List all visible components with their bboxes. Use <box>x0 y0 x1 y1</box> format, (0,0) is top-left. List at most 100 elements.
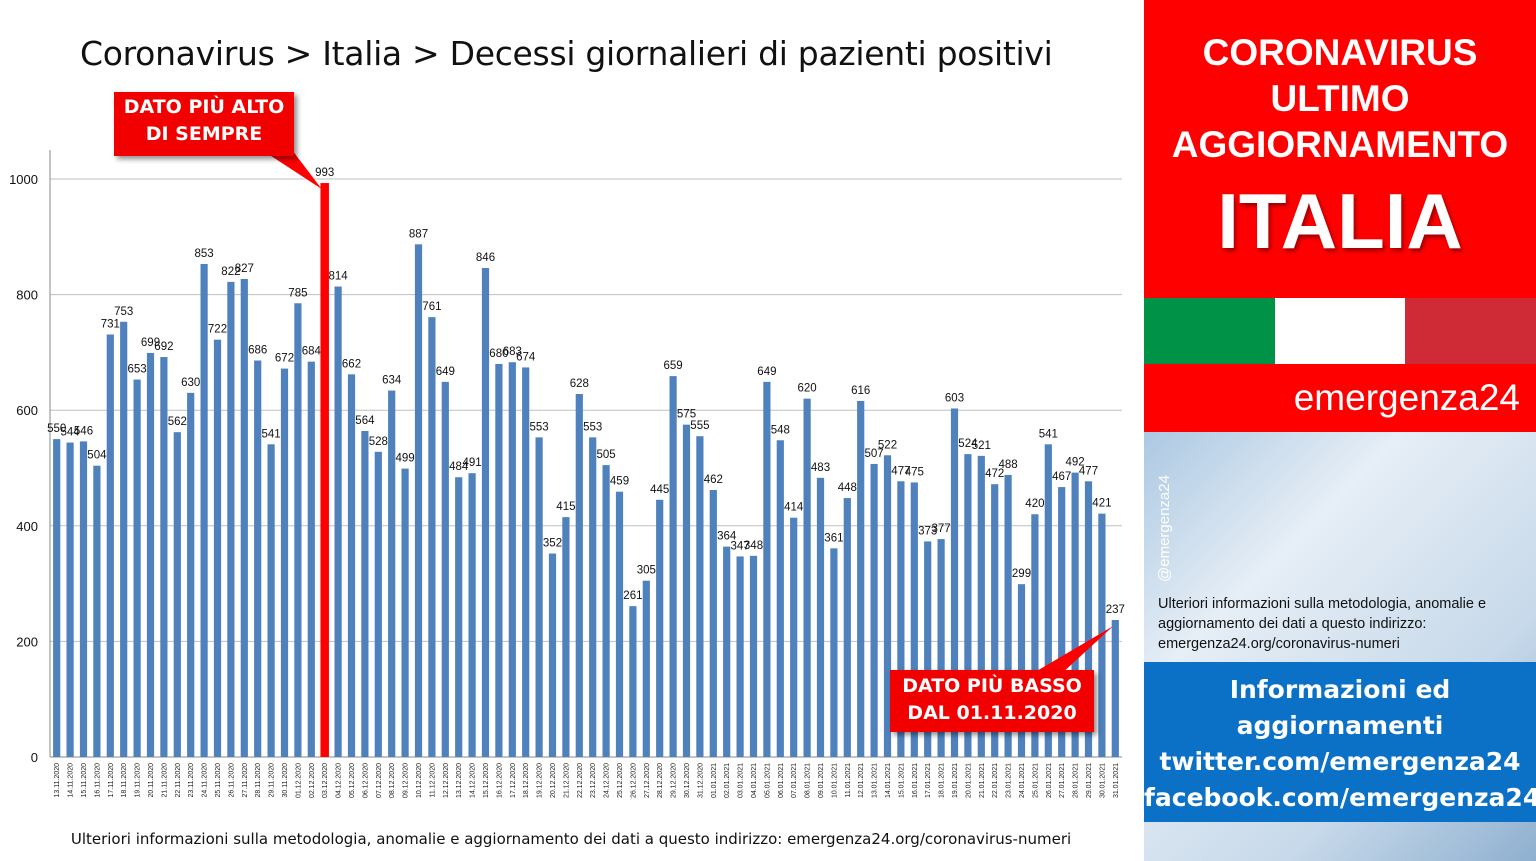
x-tick-label: 20.12.2020 <box>550 763 557 798</box>
bar <box>615 491 624 757</box>
data-label: 546 <box>74 425 93 437</box>
x-tick-label: 28.11.2020 <box>255 763 262 798</box>
data-label: 630 <box>181 377 200 389</box>
bar <box>240 278 248 757</box>
x-tick-label: 23.01.2021 <box>1006 763 1013 798</box>
data-label: 680 <box>489 348 508 360</box>
bar <box>53 439 61 757</box>
data-label: 731 <box>101 318 120 330</box>
data-label: 814 <box>329 271 349 283</box>
data-label: 373 <box>918 525 937 537</box>
x-tick-label: 20.11.2020 <box>148 763 155 798</box>
x-tick-label: 05.12.2020 <box>349 763 356 798</box>
x-tick-label: 22.01.2021 <box>992 763 999 798</box>
bar <box>441 381 449 757</box>
bar <box>991 484 999 757</box>
bar <box>1031 514 1039 757</box>
data-label: 364 <box>717 531 737 543</box>
brand-bar: emergenza24 <box>1144 364 1536 432</box>
methodology-footnote: Ulteriori informazioni sulla metodologia… <box>70 830 1072 848</box>
bar <box>173 432 181 757</box>
data-label: 348 <box>744 540 763 552</box>
data-label: 541 <box>1039 428 1058 440</box>
bar <box>294 303 302 757</box>
x-tick-label: 25.11.2020 <box>215 763 222 798</box>
twitter-link[interactable]: twitter.com/emergenza24 <box>1159 747 1521 776</box>
panel-methodology-note: Ulteriori informazioni sulla metodologia… <box>1158 596 1487 652</box>
data-label: 522 <box>878 439 897 451</box>
x-tick-label: 10.12.2020 <box>416 763 423 798</box>
data-label: 462 <box>704 474 723 486</box>
x-tick-label: 08.01.2021 <box>805 763 812 798</box>
x-tick-label: 15.12.2020 <box>483 763 490 798</box>
data-label: 659 <box>664 360 683 372</box>
bar <box>709 489 717 757</box>
x-tick-label: 27.01.2021 <box>1059 763 1066 798</box>
bar <box>669 376 677 757</box>
data-label: 488 <box>999 459 1018 471</box>
data-label: 564 <box>355 415 375 427</box>
y-tick-label: 0 <box>31 750 38 765</box>
facebook-link[interactable]: facebook.com/emergenza24 <box>1144 783 1536 812</box>
y-tick-label: 200 <box>16 634 38 649</box>
x-tick-label: 21.12.2020 <box>563 763 570 798</box>
data-label: 722 <box>208 324 227 336</box>
chart-title: Coronavirus > Italia > Decessi giornalie… <box>80 34 1053 73</box>
bar <box>79 441 88 757</box>
bar <box>776 440 784 757</box>
bar <box>495 363 503 757</box>
data-label: 505 <box>597 449 616 461</box>
x-tick-label: 13.12.2020 <box>456 763 463 798</box>
callout-high-line-1: DATO PIÙ ALTO <box>123 96 285 118</box>
x-tick-label: 17.12.2020 <box>510 763 517 798</box>
bar <box>468 473 476 757</box>
data-label: 541 <box>262 428 281 440</box>
data-label: 521 <box>972 440 991 452</box>
x-tick-label: 27.12.2020 <box>644 763 651 798</box>
bar <box>883 455 892 757</box>
data-label: 634 <box>382 375 402 387</box>
bar <box>575 394 583 757</box>
social-links-box: Informazioni ed aggiornamenti twitter.co… <box>1144 662 1536 822</box>
data-label: 377 <box>932 523 951 535</box>
bar <box>213 339 222 757</box>
x-tick-label: 02.01.2021 <box>724 763 731 798</box>
x-tick-label: 30.01.2021 <box>1099 763 1106 798</box>
bar <box>803 398 811 757</box>
data-label: 507 <box>865 448 884 460</box>
bar <box>254 360 262 757</box>
data-label: 483 <box>811 462 830 474</box>
data-label: 993 <box>315 167 334 179</box>
data-label: 653 <box>128 364 147 376</box>
x-tick-label: 17.11.2020 <box>108 763 115 798</box>
data-label: 491 <box>463 457 482 469</box>
bar <box>455 477 463 757</box>
data-label: 672 <box>275 353 294 365</box>
bar <box>642 580 650 757</box>
data-label: 550 <box>47 423 66 435</box>
data-label: 616 <box>851 385 870 397</box>
update-banner: CORONAVIRUS ULTIMO AGGIORNAMENTO ITALIA <box>1144 0 1536 298</box>
bar <box>1071 472 1079 757</box>
callout-low-line-2: DAL 01.11.2020 <box>907 702 1077 724</box>
x-tick-label: 28.01.2021 <box>1073 763 1080 798</box>
x-tick-label: 07.12.2020 <box>376 763 383 798</box>
bar <box>93 465 101 757</box>
x-tick-label: 07.01.2021 <box>791 763 798 798</box>
y-tick-label: 1000 <box>9 172 38 187</box>
data-label: 414 <box>784 502 804 514</box>
bar <box>200 263 208 757</box>
info-line-2: aggiornamenti <box>1236 711 1444 740</box>
x-tick-label: 26.11.2020 <box>228 763 235 798</box>
bar <box>937 539 945 757</box>
x-tick-label: 21.01.2021 <box>979 763 986 798</box>
data-label: 477 <box>891 465 910 477</box>
x-tick-label: 08.12.2020 <box>389 763 396 798</box>
x-tick-label: 02.12.2020 <box>309 763 316 798</box>
data-label: 603 <box>945 392 964 404</box>
x-tick-label: 14.11.2020 <box>68 763 75 798</box>
data-label: 475 <box>905 466 924 478</box>
x-tick-label: 26.01.2021 <box>1046 763 1053 798</box>
x-tick-label: 12.12.2020 <box>443 763 450 798</box>
data-label: 628 <box>570 378 589 390</box>
